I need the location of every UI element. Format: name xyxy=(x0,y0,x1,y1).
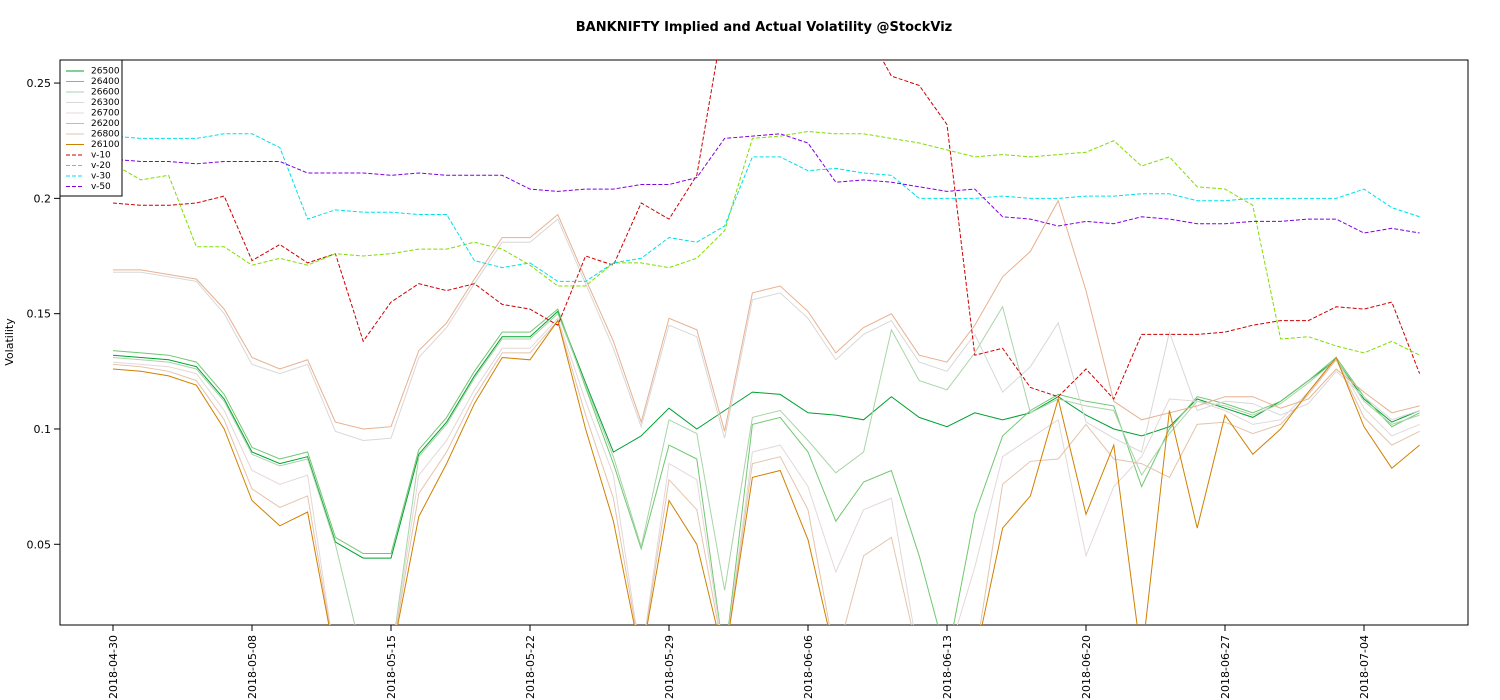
series-line xyxy=(113,199,1420,432)
series-line xyxy=(112,308,1420,625)
legend-label: 26500 xyxy=(91,67,120,77)
legend-label: 26400 xyxy=(91,77,120,87)
legend-label: v-30 xyxy=(91,172,111,182)
x-tick-label: 2018-07-04 xyxy=(1358,635,1371,699)
x-tick-label: 2018-05-08 xyxy=(246,635,259,699)
x-tick-label: 2018-05-15 xyxy=(385,635,398,699)
y-tick-label: 0.25 xyxy=(27,77,52,90)
series-line xyxy=(112,319,1420,625)
series-line xyxy=(112,60,1421,400)
x-tick-label: 2018-06-20 xyxy=(1080,635,1093,699)
series-line xyxy=(112,317,1420,625)
legend: 2650026400266002630026700262002680026100… xyxy=(59,59,123,197)
x-tick-label: 2018-06-13 xyxy=(941,635,954,699)
y-tick-label: 0.1 xyxy=(34,423,52,436)
x-tick-label: 2018-06-27 xyxy=(1219,635,1232,699)
legend-label: v-10 xyxy=(91,151,111,161)
legend-label: 26700 xyxy=(91,109,120,119)
legend-label: 26600 xyxy=(91,88,120,98)
plot-frame xyxy=(59,59,1469,626)
y-tick-label: 0.15 xyxy=(27,308,52,321)
legend-label: 26100 xyxy=(91,140,120,150)
series-line xyxy=(112,133,1420,282)
y-tick-label: 0.2 xyxy=(34,192,52,205)
y-tick-label: 0.05 xyxy=(27,538,52,551)
legend-label: v-50 xyxy=(91,182,111,192)
legend-label: 26800 xyxy=(91,130,120,140)
legend-box xyxy=(59,59,123,197)
x-tick-label: 2018-05-22 xyxy=(524,635,537,699)
legend-label: 26200 xyxy=(91,119,120,129)
legend-label: 26300 xyxy=(91,98,120,108)
x-tick-label: 2018-06-06 xyxy=(802,635,815,699)
chart-title: BANKNIFTY Implied and Actual Volatility … xyxy=(576,20,952,35)
series-line xyxy=(112,310,1420,559)
lines xyxy=(112,60,1421,625)
x-tick-label: 2018-04-30 xyxy=(107,635,120,699)
series-line xyxy=(112,305,1420,625)
series-line xyxy=(112,130,1420,356)
series-line xyxy=(112,133,1420,234)
legend-label: v-20 xyxy=(91,161,111,171)
x-tick-label: 2018-05-29 xyxy=(663,635,676,699)
series-line xyxy=(112,319,1420,625)
y-axis-label: Volatility xyxy=(3,318,16,366)
series-line xyxy=(113,218,1420,453)
